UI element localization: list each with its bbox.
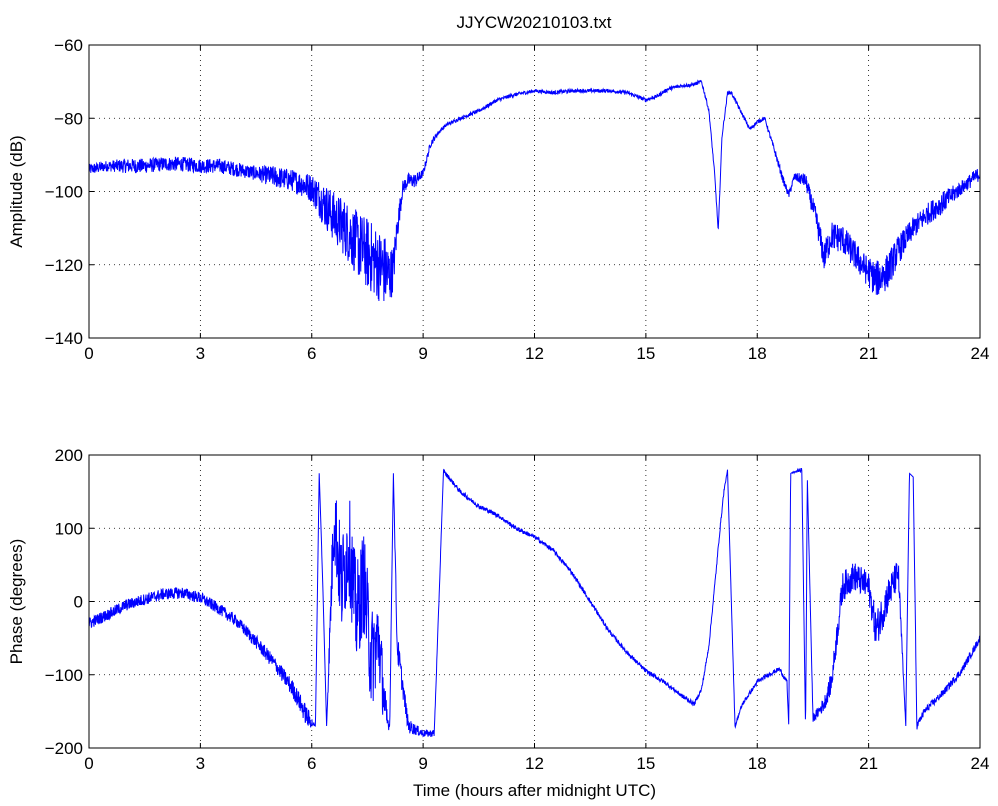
amplitude-y-tick-label: −100 <box>45 183 83 202</box>
amplitude-y-tick-label: −140 <box>45 329 83 348</box>
amplitude-x-tick-label: 6 <box>307 344 316 363</box>
phase-plot: 0 3 6 9 12 15 18 21 24 −200 −100 0 100 200 Phase (de… <box>7 446 989 800</box>
amplitude-x-tick-label: 15 <box>636 344 655 363</box>
phase-x-tick-label: 12 <box>525 754 544 773</box>
amplitude-y-tick-label: −80 <box>54 109 83 128</box>
amplitude-y-tick-label: −60 <box>54 36 83 55</box>
phase-x-tick-label: 9 <box>418 754 427 773</box>
phase-x-tick-label: 18 <box>748 754 767 773</box>
phase-y-tick-label: 200 <box>55 446 83 465</box>
phase-x-tick-label: 24 <box>971 754 990 773</box>
amplitude-plot: 0 3 6 9 12 15 18 21 24 −140 −120 −100 −80 −60 Amplit… <box>7 36 989 363</box>
amplitude-y-axis-label: Amplitude (dB) <box>7 135 26 247</box>
phase-x-tick-label: 21 <box>859 754 878 773</box>
amplitude-x-tick-label: 24 <box>971 344 990 363</box>
phase-y-tick-label: −100 <box>45 666 83 685</box>
amplitude-x-tick-label: 12 <box>525 344 544 363</box>
phase-x-tick-label: 0 <box>84 754 93 773</box>
phase-y-tick-label: 100 <box>55 519 83 538</box>
phase-x-tick-label: 15 <box>636 754 655 773</box>
phase-y-ticks: −200 −100 0 100 200 <box>45 446 980 758</box>
amplitude-grid <box>89 45 980 338</box>
phase-x-ticks: 0 3 6 9 12 15 18 21 24 <box>84 455 989 773</box>
phase-y-tick-label: 0 <box>74 593 83 612</box>
amplitude-x-tick-label: 9 <box>418 344 427 363</box>
amplitude-x-tick-label: 21 <box>859 344 878 363</box>
phase-y-axis-label: Phase (degrees) <box>7 539 26 665</box>
phase-x-axis-label: Time (hours after midnight UTC) <box>413 781 656 800</box>
amplitude-y-ticks: −140 −120 −100 −80 −60 <box>45 36 980 348</box>
amplitude-x-tick-label: 0 <box>84 344 93 363</box>
phase-grid <box>89 455 980 748</box>
phase-y-tick-label: −200 <box>45 739 83 758</box>
amplitude-y-tick-label: −120 <box>45 256 83 275</box>
phase-x-tick-label: 6 <box>307 754 316 773</box>
phase-series-line <box>88 467 981 738</box>
amplitude-x-tick-label: 18 <box>748 344 767 363</box>
amplitude-x-tick-label: 3 <box>196 344 205 363</box>
phase-x-tick-label: 3 <box>196 754 205 773</box>
amplitude-x-ticks: 0 3 6 9 12 15 18 21 24 <box>84 45 989 363</box>
chart-title: JJYCW20210103.txt <box>457 13 612 32</box>
amplitude-series-line <box>88 79 981 302</box>
